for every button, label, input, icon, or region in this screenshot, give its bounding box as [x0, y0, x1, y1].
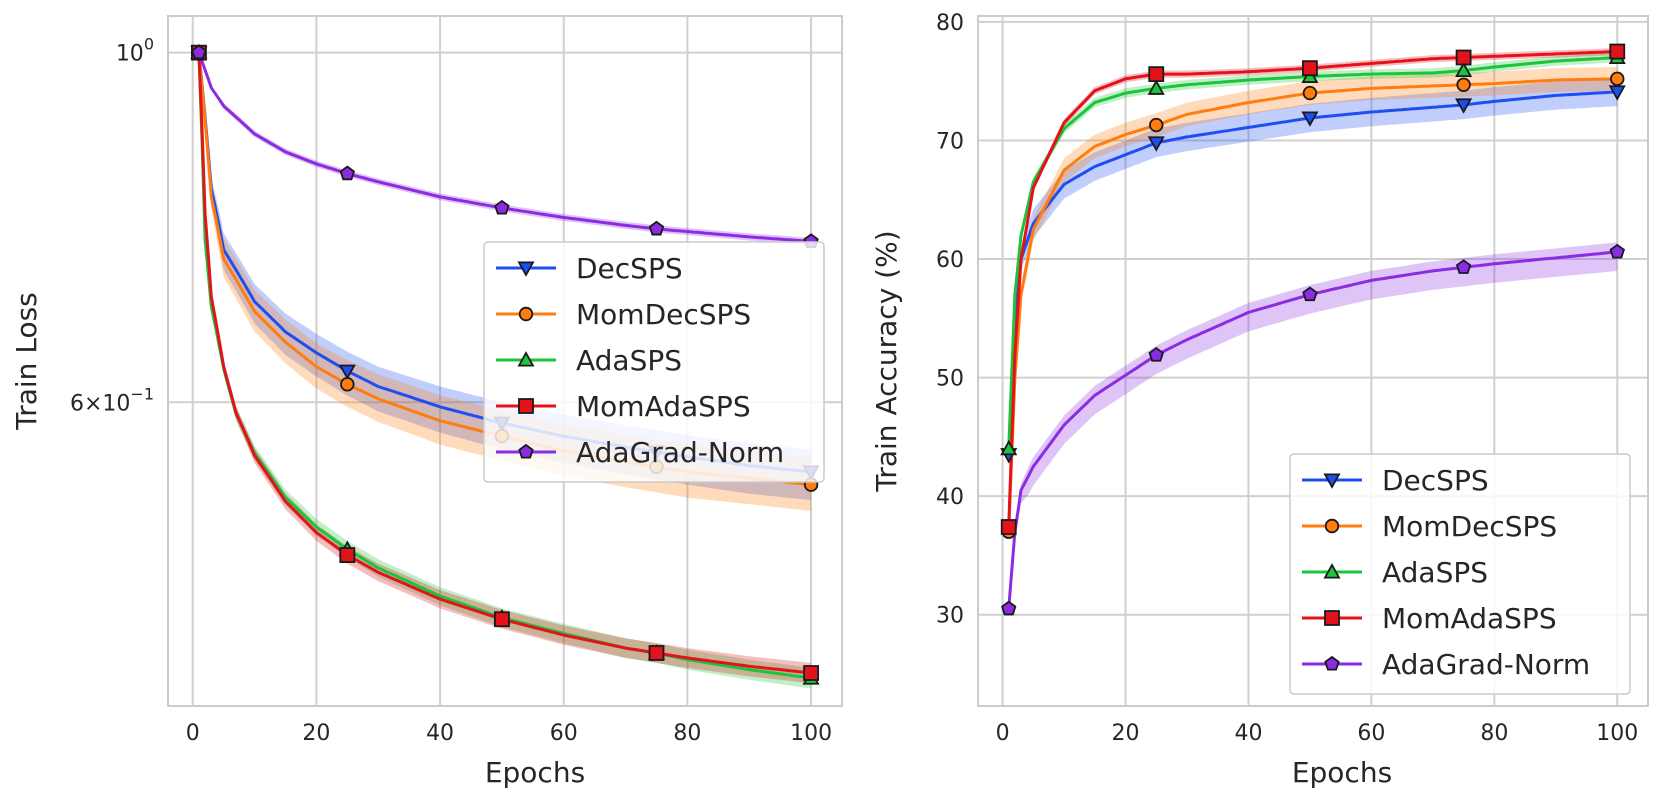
loss-chart-ticks: 0 20 40 60 80 100 100 6×10−1 [70, 35, 832, 746]
loss-legend-label-adasps: AdaSPS [576, 344, 682, 377]
accuracy-legend-box [1289, 453, 1631, 695]
accuracy-marker-momadasps [1609, 43, 1626, 60]
accuracy-marker-momadasps [1455, 49, 1472, 66]
accuracy-y-tick-label: 70 [936, 129, 964, 154]
loss-marker-adagrad-norm [648, 220, 665, 236]
accuracy-y-tick-label: 60 [936, 248, 964, 273]
accuracy-marker-momdecsps [1610, 71, 1625, 87]
accuracy-marker-momadasps [1000, 519, 1017, 535]
accuracy-y-tick-label: 80 [936, 11, 964, 36]
loss-y-tick-label: 6×10−1 [70, 384, 154, 416]
accuracy-y-tick-label: 40 [936, 485, 964, 510]
loss-legend-marker-momdecsps [518, 306, 534, 322]
loss-legend-marker-adagrad-norm [518, 443, 534, 459]
loss-x-tick-label: 80 [673, 721, 701, 746]
accuracy-marker-momdecsps [1302, 85, 1318, 101]
accuracy-marker-adagrad-norm [1302, 286, 1318, 302]
accuracy-x-tick-label: 40 [1234, 721, 1262, 746]
loss-x-tick-label: 40 [426, 721, 454, 746]
accuracy-x-tick-label: 80 [1480, 721, 1508, 746]
accuracy-legend-label-momadasps: MomAdaSPS [1382, 602, 1557, 635]
loss-x-tick-label: 0 [186, 721, 200, 746]
loss-legend-marker-adasps [517, 351, 535, 367]
accuracy-x-tick-label: 0 [996, 721, 1010, 746]
accuracy-y-tick-label: 50 [936, 367, 964, 392]
loss-legend-box [483, 241, 825, 483]
accuracy-legend-marker-decsps [1323, 473, 1341, 489]
loss-chart-legend: DecSPS MomDecSPS AdaSPS MomAdaSPS AdaGrad-No… [483, 241, 825, 483]
loss-marker-decsps [338, 364, 356, 380]
accuracy-x-tick-label: 20 [1112, 721, 1140, 746]
loss-marker-adagrad-norm [339, 165, 356, 181]
accuracy-x-tick-label: 100 [1596, 721, 1638, 746]
accuracy-marker-adagrad-norm [1001, 600, 1017, 616]
accuracy-marker-adasps [1455, 61, 1473, 78]
loss-x-tick-label: 60 [550, 721, 578, 746]
accuracy-chart-panel: 0 20 40 60 80 100 30 40 50 60 70 80 Epochs Train Ac… [870, 11, 1649, 789]
accuracy-marker-momadasps [1302, 60, 1318, 77]
accuracy-marker-momdecsps [1149, 117, 1164, 133]
accuracy-y-tick-label: 30 [936, 604, 964, 629]
loss-chart-y-axis-label: Train Loss [10, 292, 43, 431]
accuracy-marker-decsps [1608, 85, 1626, 101]
loss-marker-adagrad-norm [494, 199, 510, 215]
accuracy-legend-marker-momadasps [1324, 610, 1340, 626]
accuracy-legend-label-decsps: DecSPS [1382, 464, 1489, 497]
accuracy-chart-frame [977, 15, 1649, 707]
accuracy-chart-ticks: 0 20 40 60 80 100 30 40 50 60 70 80 [936, 11, 1638, 746]
accuracy-legend-label-momdecsps: MomDecSPS [1382, 510, 1557, 543]
accuracy-legend-marker-adasps [1323, 563, 1341, 579]
loss-chart-frame [167, 15, 843, 707]
accuracy-chart-legend: DecSPS MomDecSPS AdaSPS MomAdaSPS AdaGrad-No… [1289, 453, 1631, 695]
accuracy-x-tick-label: 60 [1357, 721, 1385, 746]
accuracy-legend-label-adagrad-norm: AdaGrad-Norm [1382, 648, 1590, 681]
loss-legend-marker-decsps [517, 261, 535, 277]
loss-x-tick-label: 20 [302, 721, 330, 746]
accuracy-marker-adasps [1000, 439, 1018, 456]
loss-band-adagrad-norm [198, 52, 812, 245]
accuracy-chart-y-axis-label: Train Accuracy (%) [870, 230, 903, 492]
accuracy-marker-decsps [1301, 111, 1319, 127]
loss-chart-x-axis-label: Epochs [485, 756, 585, 789]
loss-marker-momdecsps [340, 377, 355, 392]
accuracy-legend-marker-adagrad-norm [1324, 655, 1340, 671]
accuracy-marker-adagrad-norm [1455, 259, 1472, 274]
accuracy-marker-momadasps [1148, 66, 1165, 82]
loss-legend-label-momdecsps: MomDecSPS [576, 298, 751, 331]
accuracy-marker-adagrad-norm [1148, 346, 1164, 362]
loss-y-tick-label: 100 [116, 35, 154, 67]
accuracy-legend-label-adasps: AdaSPS [1382, 556, 1488, 589]
loss-marker-momadasps [339, 547, 356, 563]
loss-marker-momadasps [648, 645, 665, 661]
accuracy-marker-decsps [1147, 136, 1165, 152]
accuracy-marker-momdecsps [1456, 77, 1471, 92]
accuracy-marker-adagrad-norm [1609, 243, 1625, 259]
loss-legend-label-adagrad-norm: AdaGrad-Norm [576, 436, 784, 469]
loss-legend-label-decsps: DecSPS [576, 252, 683, 285]
loss-legend-marker-momadasps [518, 398, 534, 414]
accuracy-marker-adasps [1147, 79, 1165, 95]
loss-legend-label-momadasps: MomAdaSPS [576, 390, 751, 423]
loss-x-tick-label: 100 [790, 721, 832, 746]
loss-band-momdecsps [198, 49, 812, 511]
loss-marker-momadasps [803, 665, 819, 681]
accuracy-marker-decsps [1455, 98, 1473, 114]
loss-marker-momadasps [494, 611, 510, 628]
loss-marker-adagrad-norm [191, 44, 207, 60]
accuracy-legend-marker-momdecsps [1324, 518, 1340, 534]
accuracy-chart-x-axis-label: Epochs [1292, 756, 1392, 789]
accuracy-chart-markers [1000, 43, 1626, 616]
